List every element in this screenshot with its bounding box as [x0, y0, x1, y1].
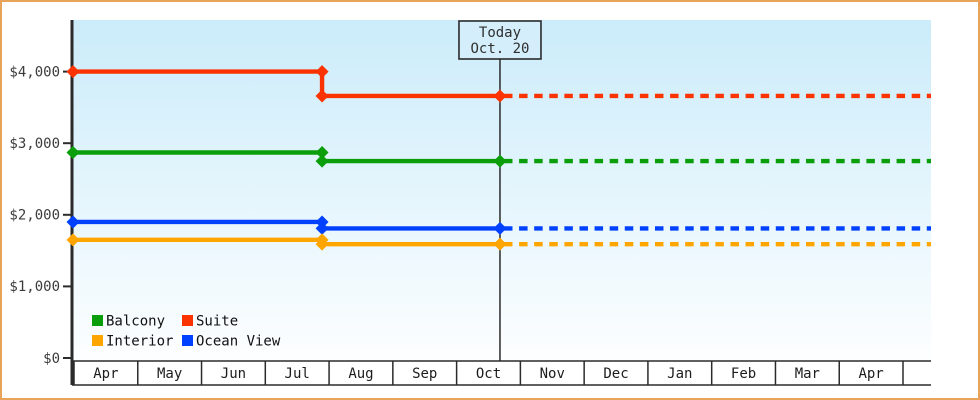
series-marker-balcony-post-drop	[315, 154, 329, 168]
month-label: May	[157, 366, 182, 382]
y-tick-label: $1,000	[9, 279, 60, 295]
month-label: Nov	[540, 366, 565, 382]
month-label: Apr	[858, 366, 883, 382]
month-label: Oct	[476, 366, 501, 382]
series-marker-balcony-pre-drop	[315, 146, 329, 160]
today-label-line2: Oct. 20	[470, 41, 529, 57]
today-label-box	[458, 20, 542, 60]
series-marker-suite-pre-drop	[315, 65, 329, 79]
legend-label-ocean-view: Ocean View	[196, 334, 281, 350]
series-marker-interior-start	[66, 233, 80, 247]
y-tick-label: $4,000	[9, 64, 60, 80]
series-marker-suite-today	[493, 89, 507, 103]
series-marker-suite-post-drop	[315, 89, 329, 103]
y-tick-label: $3,000	[9, 136, 60, 152]
month-label: Jun	[221, 366, 246, 382]
series-marker-interior-today	[493, 237, 507, 251]
month-label: Aug	[348, 366, 373, 382]
month-label: Mar	[795, 366, 820, 382]
series-marker-ocean-view-today	[493, 221, 507, 235]
series-marker-balcony-start	[66, 146, 80, 160]
month-label: Feb	[731, 366, 756, 382]
series-marker-suite-start	[66, 65, 80, 79]
plot-area	[72, 20, 931, 361]
month-label: Dec	[603, 366, 628, 382]
series-marker-interior-post-drop	[315, 237, 329, 251]
month-label: Apr	[93, 366, 118, 382]
series-marker-ocean-view-post-drop	[315, 221, 329, 235]
legend-swatch-suite	[182, 315, 193, 326]
month-label: Jul	[285, 366, 310, 382]
legend-swatch-ocean-view	[182, 335, 193, 346]
series-marker-ocean-view-start	[66, 215, 80, 229]
legend-label-suite: Suite	[196, 314, 238, 330]
today-label-line1: Today	[479, 25, 521, 41]
y-tick-label: $2,000	[9, 208, 60, 224]
legend-label-interior: Interior	[106, 334, 173, 350]
legend-swatch-balcony	[92, 315, 103, 326]
month-label: Jan	[667, 366, 692, 382]
legend-swatch-interior	[92, 335, 103, 346]
month-label: Sep	[412, 366, 437, 382]
series-line-suite	[72, 69, 500, 99]
legend-label-balcony: Balcony	[106, 314, 165, 330]
series-marker-balcony-today	[493, 154, 507, 168]
y-tick-label: $0	[43, 351, 60, 367]
